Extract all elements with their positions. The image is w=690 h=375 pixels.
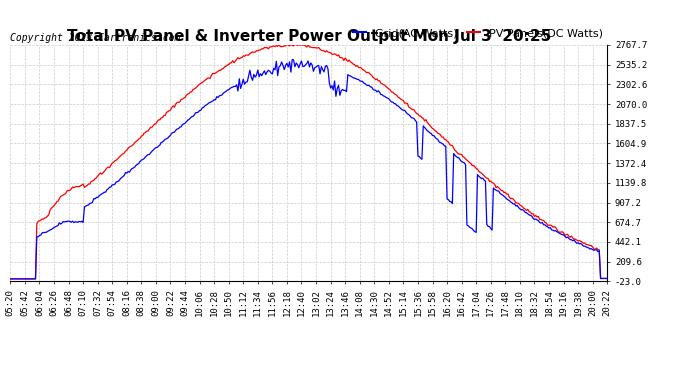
Legend: Grid(AC Watts), PV Panels(DC Watts): Grid(AC Watts), PV Panels(DC Watts) (348, 24, 607, 43)
PV Panels(DC Watts) (453, 151, 462, 155)
Grid(AC Watts) (214, 95, 222, 100)
Grid(AC Watts) (512, 204, 520, 209)
Grid(AC Watts) (238, 82, 246, 87)
Title: Total PV Panel & Inverter Power Output Mon Jul 3  20:25: Total PV Panel & Inverter Power Output M… (67, 29, 551, 44)
PV Panels(DC Watts) (259, 46, 267, 51)
Grid(AC Watts) (6, 277, 14, 281)
PV Panels(DC Watts) (512, 201, 520, 205)
PV Panels(DC Watts) (463, 158, 471, 162)
PV Panels(DC Watts) (603, 276, 611, 281)
Grid(AC Watts) (288, 57, 297, 62)
PV Panels(DC Watts) (283, 42, 291, 46)
PV Panels(DC Watts) (6, 277, 14, 281)
Grid(AC Watts) (453, 155, 462, 160)
Line: Grid(AC Watts): Grid(AC Watts) (10, 60, 607, 279)
Grid(AC Watts) (463, 223, 471, 227)
PV Panels(DC Watts) (238, 55, 246, 60)
PV Panels(DC Watts) (214, 69, 222, 74)
Grid(AC Watts) (259, 71, 267, 75)
Grid(AC Watts) (603, 276, 611, 281)
Text: Copyright 2023 Cartronics.com: Copyright 2023 Cartronics.com (10, 33, 181, 43)
Line: PV Panels(DC Watts): PV Panels(DC Watts) (10, 44, 607, 279)
